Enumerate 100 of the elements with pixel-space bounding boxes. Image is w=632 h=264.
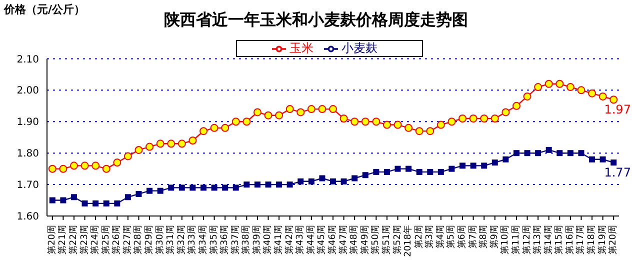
point <box>253 108 262 116</box>
point <box>415 127 424 136</box>
point <box>200 184 206 191</box>
point <box>589 156 596 162</box>
point <box>578 150 584 156</box>
y-tick-label: 2.00 <box>16 86 39 97</box>
y-tick-label: 1.90 <box>16 117 39 128</box>
x-tick-label: 第18周 <box>586 225 598 254</box>
x-tick-label: 第21周 <box>57 225 68 254</box>
point <box>210 124 218 132</box>
point <box>362 172 368 178</box>
point <box>610 160 617 166</box>
point <box>361 118 370 126</box>
x-tick-label: 第14周 <box>542 225 554 254</box>
point <box>48 164 56 173</box>
point <box>199 127 208 136</box>
x-tick-label: 第44周 <box>305 225 316 254</box>
point <box>113 158 122 167</box>
point <box>567 150 574 156</box>
point <box>384 168 390 175</box>
x-tick-label: 第6周 <box>456 225 468 249</box>
point <box>276 182 282 188</box>
point <box>546 146 552 153</box>
point <box>124 194 131 200</box>
x-tick-label: 第27周 <box>122 225 133 254</box>
x-tick-label: 第46周 <box>327 225 338 254</box>
point <box>232 118 240 126</box>
point <box>340 178 347 184</box>
point <box>146 142 154 151</box>
point <box>244 182 250 188</box>
x-tick-label: 第52周 <box>392 225 403 254</box>
x-tick-label: 第10周 <box>500 225 511 254</box>
point <box>588 89 596 98</box>
point <box>80 162 89 170</box>
point <box>242 118 251 126</box>
point <box>340 114 348 122</box>
point <box>610 96 618 104</box>
x-tick-label: 第3周 <box>424 225 436 249</box>
point <box>329 105 337 114</box>
x-tick-label: 第4周 <box>434 225 446 249</box>
x-tick-label: 第13周 <box>532 225 544 254</box>
point <box>319 175 326 182</box>
x-tick-label: 第11周 <box>510 225 522 254</box>
point <box>512 102 520 110</box>
point <box>70 162 78 170</box>
x-tick-label: 第32周 <box>176 225 187 254</box>
x-tick-label: 第41周 <box>273 225 284 254</box>
x-tick-label: 第29周 <box>144 225 155 254</box>
point <box>136 190 142 197</box>
y-tick-label: 1.70 <box>16 180 39 192</box>
point <box>598 92 607 100</box>
point <box>600 156 606 162</box>
point <box>167 140 176 148</box>
x-tick-label: 第39周 <box>251 225 262 254</box>
point <box>92 162 100 170</box>
y-tick-label: 1.60 <box>16 212 39 223</box>
point <box>470 162 476 169</box>
point <box>372 118 380 126</box>
point <box>469 114 478 122</box>
x-tick-label: 第35周 <box>208 225 220 254</box>
point <box>492 160 498 166</box>
y-tick-label: 2.10 <box>16 54 39 66</box>
x-tick-label: 第22周 <box>68 225 79 254</box>
x-tick-label: 第50周 <box>370 225 382 254</box>
point <box>188 136 197 145</box>
x-tick-label: 第9周 <box>488 225 500 249</box>
point <box>382 120 391 129</box>
y-tick-label: 1.80 <box>16 148 39 160</box>
point <box>352 175 358 182</box>
point <box>404 124 413 132</box>
x-tick-label: 第36周 <box>219 225 230 254</box>
point <box>513 150 520 156</box>
x-tick-label: 第38周 <box>240 225 252 254</box>
point <box>556 80 564 88</box>
point <box>448 166 455 172</box>
point <box>275 111 284 120</box>
point <box>523 92 532 100</box>
point <box>373 168 380 175</box>
chart-title: 陕西省近一年玉米和小麦麸价格周度走势图 <box>164 10 468 29</box>
point <box>114 200 120 206</box>
x-tick-label: 第20周 <box>608 225 619 254</box>
x-tick-label: 第45周 <box>316 225 328 254</box>
x-tick-label: 第28周 <box>132 225 144 254</box>
x-tick-label: 第15周 <box>554 225 565 254</box>
point <box>60 197 66 204</box>
point <box>157 188 164 194</box>
point <box>59 164 68 173</box>
point <box>427 168 434 175</box>
x-tick-label: 第48周 <box>348 225 360 254</box>
point <box>577 86 586 94</box>
point <box>102 164 110 173</box>
y-axis-title: 价格（元/公斤） <box>4 2 86 17</box>
point <box>178 184 185 191</box>
point <box>556 150 563 156</box>
point <box>502 156 509 162</box>
point <box>480 114 488 122</box>
point <box>92 200 99 206</box>
x-tick-label: 第25周 <box>100 225 112 254</box>
point <box>70 194 77 200</box>
point <box>190 184 196 191</box>
